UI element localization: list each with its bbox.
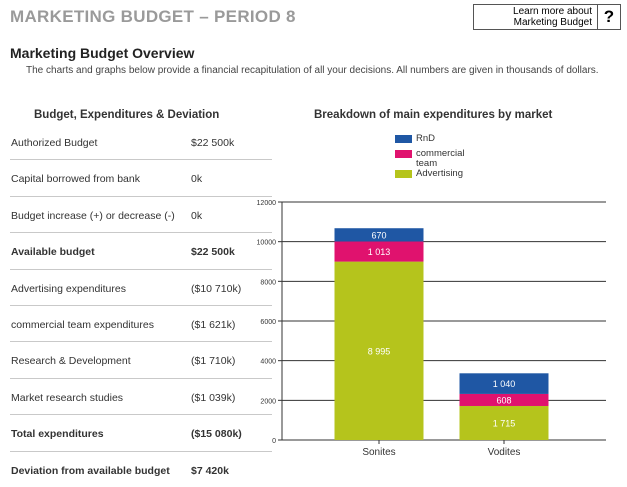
budget-row: Advertising expenditures ($10 710k) <box>10 270 272 306</box>
budget-row-label: Research & Development <box>11 355 131 368</box>
chart-title: Breakdown of main expenditures by market <box>314 109 553 121</box>
bar-value-label: 8 995 <box>368 346 391 356</box>
budget-row-label: Available budget <box>11 246 95 259</box>
legend-swatch <box>395 135 412 143</box>
budget-row-value: 0k <box>191 173 203 186</box>
legend-label: commercial team <box>416 148 465 169</box>
legend-label: Advertising <box>416 168 463 179</box>
budget-row-value: $22 500k <box>191 246 235 259</box>
budget-row: commercial team expenditures ($1 621k) <box>10 306 272 343</box>
budget-row-label: Market research studies <box>11 391 124 404</box>
budget-table: Authorized Budget $22 500k Capital borrowe… <box>10 124 272 487</box>
bar-segment <box>459 393 549 406</box>
bar-value-label: 1 715 <box>493 418 516 428</box>
budget-row-label: Authorized Budget <box>11 137 98 149</box>
learn-more-line1: Learn more about <box>513 6 592 17</box>
y-tick-label: 4000 <box>260 359 276 366</box>
bar-value-label: 1 040 <box>493 379 516 389</box>
budget-row: Total expenditures ($15 080k) <box>10 415 272 452</box>
budget-row-value: 0k <box>191 209 203 222</box>
learn-more-label: Learn more about Marketing Budget <box>474 5 597 29</box>
budget-table-heading: Budget, Expenditures & Deviation <box>34 109 220 121</box>
budget-row: Capital borrowed from bank 0k <box>10 160 272 197</box>
learn-more-line2: Marketing Budget <box>513 17 592 28</box>
bar-value-label: 608 <box>496 395 511 405</box>
x-tick-label: Vodites <box>488 447 521 458</box>
budget-row: Market research studies ($1 039k) <box>10 379 272 416</box>
budget-row-label: Capital borrowed from bank <box>11 173 140 186</box>
bar-value-label: 670 <box>371 230 386 240</box>
overview-description: The charts and graphs below provide a fi… <box>26 65 599 76</box>
budget-row-value: ($1 621k) <box>191 318 236 331</box>
page-title: MARKETING BUDGET – PERIOD 8 <box>10 7 296 26</box>
budget-row-value: ($1 039k) <box>191 391 236 404</box>
legend-label: RnD <box>416 133 436 144</box>
budget-row-label: Budget increase (+) or decrease (-) <box>11 209 175 222</box>
y-tick-label: 2000 <box>260 398 276 405</box>
bar-segment <box>334 241 424 262</box>
expenditure-chart: 0 2000 4000 6000 8000 10000 12000 8 995 1 013 670… <box>257 200 606 458</box>
budget-row-label: Deviation from available budget <box>11 464 170 477</box>
budget-row-label: Total expenditures <box>11 428 104 441</box>
budget-row-label: commercial team expenditures <box>11 318 154 331</box>
bar-segment <box>334 261 424 440</box>
budget-row-value: $22 500k <box>191 137 235 149</box>
budget-row-label: Advertising expenditures <box>11 282 126 295</box>
budget-row-value: $7 420k <box>191 464 229 477</box>
overview-title: Marketing Budget Overview <box>10 45 195 61</box>
bar-segment <box>334 228 424 242</box>
budget-row: Authorized Budget $22 500k <box>10 124 272 161</box>
y-tick-label: 8000 <box>260 279 276 286</box>
budget-row: Research & Development ($1 710k) <box>10 342 272 379</box>
y-tick-label: 0 <box>272 438 276 445</box>
y-tick-label: 10000 <box>257 240 277 247</box>
budget-row: Deviation from available budget $7 420k <box>10 452 272 487</box>
question-mark-icon[interactable]: ? <box>597 5 620 29</box>
legend-swatch <box>395 170 412 178</box>
x-tick-label: Sonites <box>362 447 395 458</box>
budget-row-value: ($1 710k) <box>191 355 236 368</box>
bar-segment <box>459 373 549 394</box>
legend-swatch <box>395 150 412 158</box>
y-tick-label: 6000 <box>260 319 276 326</box>
bar-value-label: 1 013 <box>368 247 391 257</box>
budget-row: Budget increase (+) or decrease (-) 0k <box>10 197 272 234</box>
y-tick-label: 12000 <box>257 200 277 207</box>
learn-more-button[interactable]: Learn more about Marketing Budget ? <box>473 4 621 30</box>
budget-row-value: ($15 080k) <box>191 428 242 441</box>
budget-row-value: ($10 710k) <box>191 282 242 295</box>
budget-row: Available budget $22 500k <box>10 233 272 270</box>
bar-segment <box>459 405 549 440</box>
